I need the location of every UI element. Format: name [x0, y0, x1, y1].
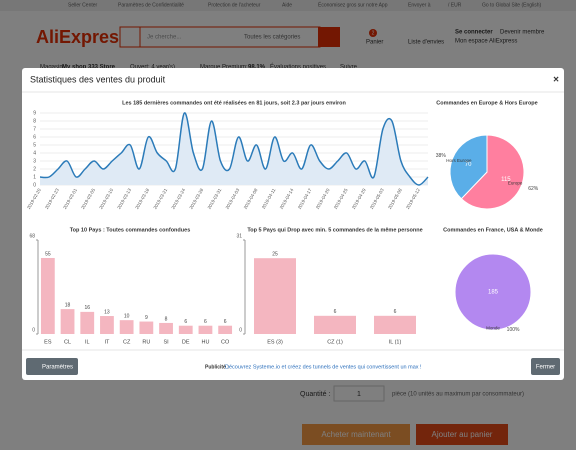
x-tick-label: CZ: [123, 339, 131, 345]
pie-slice: [449, 134, 488, 200]
bar: [80, 311, 95, 334]
bar: [314, 315, 356, 334]
ad-label: Publicité :: [205, 364, 229, 370]
x-tick-label: IL: [85, 339, 90, 345]
bar: [40, 257, 55, 334]
y-tick-label: 7: [33, 126, 36, 132]
value-label: 6: [394, 309, 397, 315]
value-label: 55: [45, 251, 51, 257]
x-tick-label: HU: [201, 339, 209, 345]
slice-value: 70: [465, 162, 472, 168]
value-label: 6: [184, 319, 187, 325]
x-tick-label: CO: [221, 339, 230, 345]
x-tick-label: CZ (1): [327, 339, 343, 345]
x-tick-label: ES (3): [267, 339, 283, 345]
modal-title: Statistiques des ventes du produit: [30, 74, 166, 84]
y-tick-label: 0: [239, 327, 242, 333]
chart-title: Commandes en France, USA & Monde: [443, 227, 543, 233]
value-label: 6: [204, 319, 207, 325]
settings-text: Paramètres: [42, 365, 73, 371]
x-tick-label: RU: [142, 339, 150, 345]
y-tick-label: 6: [33, 134, 36, 140]
y-tick-label: 68: [29, 233, 35, 239]
slice-name: Monde: [486, 325, 500, 330]
y-tick-label: 2: [33, 166, 36, 172]
x-tick-label: CL: [64, 339, 71, 345]
x-tick-label: SI: [163, 339, 169, 345]
value-label: 8: [165, 316, 168, 322]
bar: [119, 320, 134, 334]
close-button[interactable]: [531, 358, 560, 375]
bar: [100, 316, 114, 334]
value-label: 13: [104, 309, 110, 315]
pie-slice: [454, 253, 532, 331]
bar: [60, 309, 75, 334]
y-tick-label: 4: [33, 150, 36, 156]
close-text: Fermer: [536, 365, 555, 371]
slice-percent: 100%: [507, 327, 520, 333]
bar: [159, 322, 173, 334]
ad-link[interactable]: Découvrez Systeme.io et créez des tunnel…: [225, 364, 422, 370]
chart-title: Top 5 Pays qui Drop avec min. 5 commande…: [247, 227, 422, 233]
value-label: 16: [84, 305, 90, 311]
value-label: 9: [145, 315, 148, 321]
slice-value: 115: [501, 177, 511, 183]
chart-title: Commandes en Europe & Hors Europe: [436, 100, 537, 106]
value-label: 10: [124, 314, 130, 320]
line: [39, 112, 429, 186]
modal-close[interactable]: ×: [553, 75, 559, 86]
value-label: 6: [224, 319, 227, 325]
chart-title: Les 185 dernières commandes ont été réal…: [122, 100, 346, 106]
y-tick-label: 0: [33, 182, 36, 188]
y-tick-label: 1: [33, 174, 36, 180]
chart-title: Top 10 Pays : Toutes commandes confondue…: [70, 227, 191, 233]
y-tick-label: 5: [33, 142, 36, 148]
bar: [218, 325, 233, 334]
slice-name: Hors Europe: [446, 158, 472, 163]
x-tick-label: IL (1): [389, 339, 402, 345]
y-tick-label: 9: [33, 110, 36, 116]
settings-button[interactable]: [26, 358, 78, 375]
y-tick-label: 3: [33, 158, 36, 164]
bar: [374, 315, 416, 334]
modal: [22, 68, 564, 380]
bar: [198, 325, 213, 334]
bar: [139, 321, 154, 334]
bar: [254, 258, 296, 334]
y-tick-label: 8: [33, 118, 36, 124]
value-label: 18: [65, 302, 71, 308]
bar: [178, 325, 193, 334]
slice-value: 185: [488, 290, 499, 296]
pie-slice: [460, 134, 525, 210]
x-tick-label: DE: [182, 339, 190, 345]
slice-percent: 62%: [528, 186, 539, 192]
value-label: 6: [334, 309, 337, 315]
y-tick-label: 31: [236, 233, 242, 239]
slice-name: Europe: [508, 180, 523, 185]
value-label: 25: [272, 252, 278, 258]
y-tick-label: 0: [32, 327, 35, 333]
x-tick-label: ES: [44, 339, 52, 345]
x-tick-label: IT: [105, 339, 111, 345]
slice-percent: 38%: [436, 153, 447, 159]
